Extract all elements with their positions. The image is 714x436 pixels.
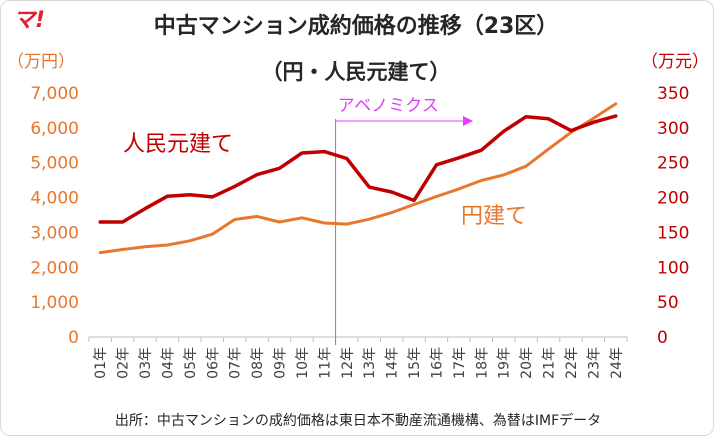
x-tick-label: 07年 [228,347,244,379]
left-tick-label: 0 [68,328,79,348]
x-tick-label: 22年 [564,347,580,379]
x-tick-label: 13年 [362,347,378,379]
x-tick-label: 20年 [519,347,535,379]
x-tick-label: 08年 [250,347,266,379]
x-tick-label: 02年 [116,347,132,379]
x-tick-label: 12年 [340,347,356,379]
chart-subtitle: （円・人民元建て） [262,60,451,84]
x-axis-ticks: 01年 02年 03年 04年 05年 06年 07年 08年 09年 10年 11年 12年 13年 1… [93,347,625,379]
annotation-arrowhead [463,116,473,126]
left-tick-label: 5,000 [30,154,79,174]
x-tick-label: 21年 [542,347,558,379]
source-note: 出所：中古マンションの成約価格は東日本不動産流通機構、為替はIMFデータ [115,412,601,429]
right-tick-label: 250 [657,154,689,174]
x-tick-label: 10年 [295,347,311,379]
series-label-rmb: 人民元建て [123,132,233,157]
right-tick-label: 300 [657,119,689,139]
x-tick-label: 01年 [93,347,109,379]
x-tick-label: 04年 [160,347,176,379]
right-tick-label: 150 [657,223,689,243]
abenomics-annotation: アベノミクス [335,96,473,345]
left-tick-label: 1,000 [30,293,79,313]
series-line-rmb [98,114,618,224]
logo-mark: マ! [13,8,45,33]
x-tick-label: 06年 [205,347,221,379]
left-tick-label: 4,000 [30,189,79,209]
series-line-jpy [98,102,618,255]
x-tick-label: 16年 [429,347,445,379]
x-tick-label: 15年 [407,347,423,379]
right-axis-unit: （万元） [641,52,709,72]
x-tick-label: 05年 [183,347,199,379]
x-tick-label: 19年 [497,347,513,379]
right-tick-label: 0 [657,328,668,348]
x-tick-label: 03年 [138,347,154,379]
x-tick-label: 09年 [273,347,289,379]
annotation-label: アベノミクス [338,96,439,116]
right-tick-label: 350 [657,84,689,104]
right-tick-label: 100 [657,258,689,278]
left-axis-ticks: 0 1,000 2,000 3,000 4,000 5,000 6,000 7,000 [30,84,79,348]
left-axis-unit: （万円） [7,52,75,72]
x-tick-label: 23年 [586,347,602,379]
right-tick-label: 200 [657,189,689,209]
right-axis-ticks: 0 50 100 150 200 250 300 350 [657,84,689,348]
right-tick-label: 50 [657,293,679,313]
left-tick-label: 3,000 [30,223,79,243]
chart-title: 中古マンション成約価格の推移（23区） [154,13,559,39]
x-tick-label: 17年 [452,347,468,379]
series-lines [98,102,618,255]
left-tick-label: 2,000 [30,258,79,278]
series-label-jpy: 円建て [461,204,527,229]
left-tick-label: 7,000 [30,84,79,104]
axes [88,336,628,342]
x-tick-label: 24年 [609,347,625,379]
x-tick-label: 11年 [317,347,333,379]
left-tick-label: 6,000 [30,119,79,139]
x-tick-label: 14年 [385,347,401,379]
x-tick-label: 18年 [474,347,490,379]
